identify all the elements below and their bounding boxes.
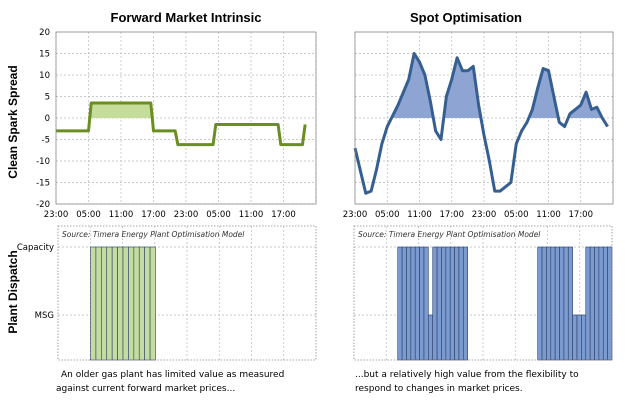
dispatch-bar: [445, 246, 451, 361]
plot-frame: [55, 31, 317, 205]
y-tick-label: -5: [42, 136, 50, 146]
x-tick-label: 23:00: [44, 210, 69, 220]
dispatch-bar: [397, 246, 403, 361]
plot-frame: [353, 225, 613, 361]
right-chart-title: Spot Optimisation: [410, 10, 522, 25]
left-chart-title: Forward Market Intrinsic: [111, 10, 262, 25]
dispatch-bar: [90, 246, 97, 361]
dispatch-bar: [117, 246, 124, 361]
y-tick-label: -10: [36, 157, 50, 167]
y-tick-label: 0: [45, 114, 50, 124]
y-tick-label: -20: [36, 200, 50, 210]
dispatch-bar: [607, 246, 613, 361]
clean-spark-spread-label: Clean Spark Spread: [6, 65, 20, 178]
dispatch-bar: [602, 246, 608, 361]
dispatch-bar: [436, 246, 442, 361]
dispatch-bar: [567, 246, 573, 361]
dispatch-bar: [585, 246, 591, 361]
dispatch-bar: [594, 246, 600, 361]
x-tick-label: 11:00: [407, 210, 432, 220]
y-tick-label: -15: [36, 179, 50, 189]
x-tick-label: 17:00: [569, 210, 594, 220]
dispatch-bar: [128, 246, 135, 361]
dispatch-bar: [598, 246, 604, 361]
dispatch-bar: [550, 246, 556, 361]
dispatch-bar: [537, 246, 543, 361]
dispatch-bar: [419, 246, 425, 361]
dispatch-bar: [423, 246, 429, 361]
dispatch-bar: [106, 246, 113, 361]
x-tick-label: 23:00: [343, 210, 368, 220]
dispatch-bar: [432, 246, 438, 361]
dispatch-bar: [414, 246, 420, 361]
x-tick-label: 11:00: [536, 210, 561, 220]
y-tick-label: 10: [39, 71, 50, 81]
spot-dispatch-chart: [353, 225, 613, 361]
caption-right-line1: ...but a relatively high value from the …: [355, 370, 579, 380]
dispatch-bar: [428, 314, 434, 361]
spot-spread-chart: 23:00 05:00 11:00 17:00 23:00 05:00 11:00 17:00: [343, 31, 614, 220]
dispatch-bar: [572, 314, 578, 361]
y-tick-label: 20: [39, 28, 50, 38]
y-tick-label: 15: [39, 50, 50, 60]
dispatch-bar: [149, 246, 156, 361]
x-tick-label: 17:00: [271, 210, 296, 220]
dispatch-bar: [138, 246, 145, 361]
caption-left-line2: against current forward market prices...: [56, 384, 235, 394]
positive-spread-area: [56, 102, 306, 118]
dispatch-bar: [133, 246, 140, 361]
dispatch-bar: [581, 314, 587, 361]
dispatch-bar: [449, 246, 455, 361]
spread-series-line: [353, 52, 609, 195]
dispatch-bar: [559, 246, 565, 361]
dispatch-bar: [454, 246, 460, 361]
x-tick-label: 23:00: [472, 210, 497, 220]
x-tick-label: 11:00: [239, 210, 264, 220]
x-tick-label: 05:00: [206, 210, 231, 220]
x-tick-label: 17:00: [141, 210, 166, 220]
x-tick-label: 05:00: [375, 210, 400, 220]
dispatch-bar: [122, 246, 129, 361]
x-tick-label: 17:00: [440, 210, 465, 220]
source-note-left: Source: Timera Energy Plant Optimisation…: [62, 230, 245, 239]
dispatch-bar: [554, 246, 560, 361]
caption-right-line2: respond to changes in market prices.: [355, 384, 523, 394]
dispatch-bar: [563, 246, 569, 361]
dispatch-bar: [576, 314, 582, 361]
y-tick-label: Capacity: [17, 243, 54, 253]
x-tick-label: 05:00: [76, 210, 101, 220]
dispatch-bar: [589, 246, 595, 361]
dispatch-bar: [458, 246, 464, 361]
dispatch-bar: [463, 246, 468, 361]
forward-dispatch-chart: Capacity MSG: [17, 225, 317, 361]
dispatch-bar: [111, 246, 118, 361]
dispatch-bar: [144, 246, 151, 361]
dispatch-bar: [101, 246, 108, 361]
dispatch-bar: [441, 246, 447, 361]
plot-frame: [57, 225, 317, 361]
caption-left-line1: An older gas plant has limited value as …: [61, 370, 284, 380]
y-tick-label: MSG: [35, 311, 54, 321]
forward-spread-chart: -20 -15 -10 -5 0 5 10 15 20 23:00 05:00 11:00 17:00 2…: [36, 28, 317, 220]
dispatch-bar: [541, 246, 547, 361]
plant-dispatch-label: Plant Dispatch: [6, 250, 20, 333]
plot-frame: [354, 31, 614, 205]
x-tick-label: 23:00: [174, 210, 199, 220]
dispatch-bar: [401, 246, 407, 361]
source-note-right: Source: Timera Energy Plant Optimisation…: [358, 230, 541, 239]
dispatch-bar: [410, 246, 416, 361]
y-tick-label: 5: [45, 93, 50, 103]
dispatch-bar: [546, 246, 552, 361]
x-tick-label: 05:00: [504, 210, 529, 220]
dispatch-bar: [95, 246, 102, 361]
dispatch-bar: [406, 246, 412, 361]
x-tick-label: 11:00: [109, 210, 134, 220]
